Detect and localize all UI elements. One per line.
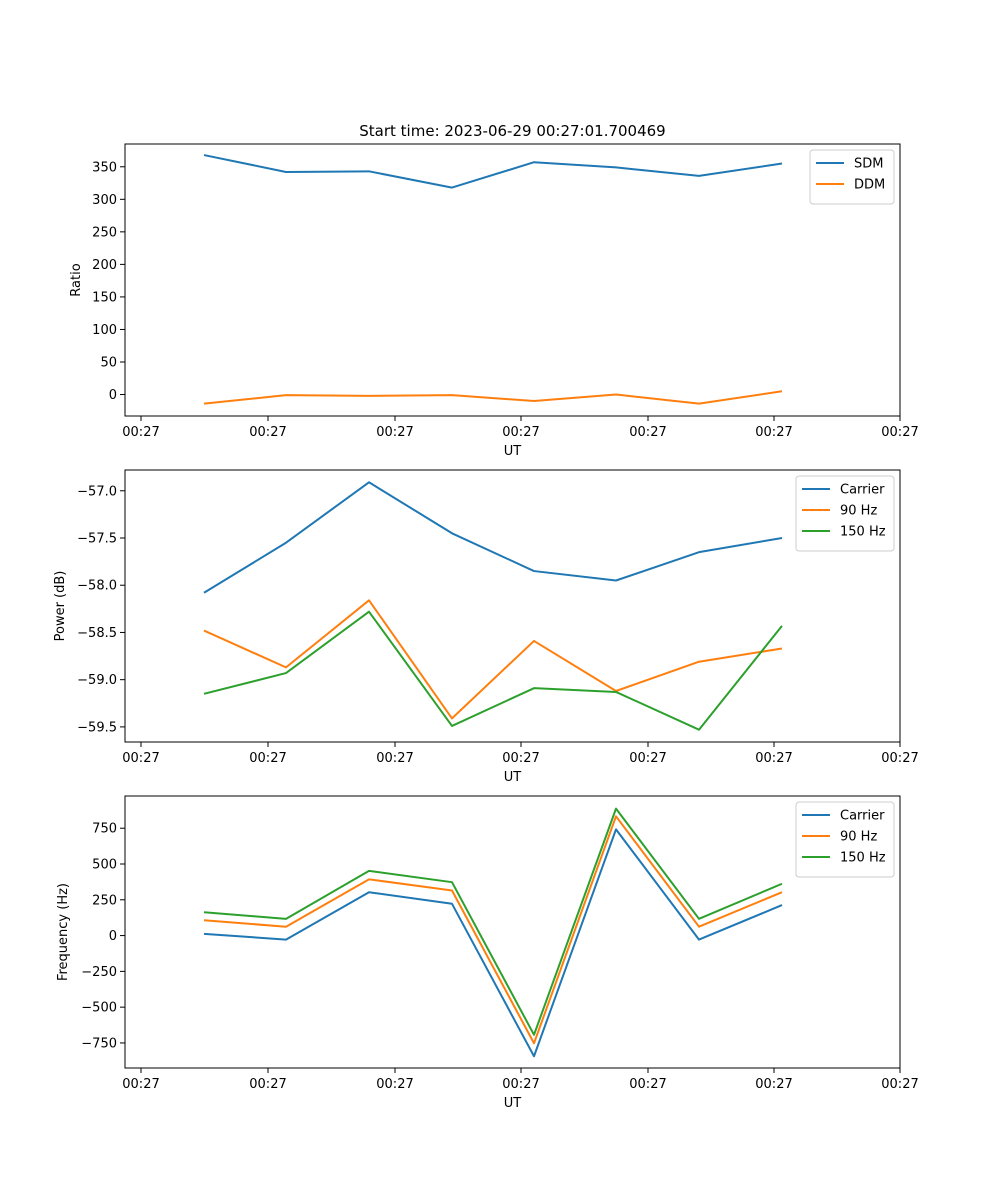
legend-box xyxy=(795,801,895,878)
legend-label: Carrier xyxy=(840,483,885,498)
legend-label: 150 Hz xyxy=(840,851,886,866)
y-tick-label: −750 xyxy=(81,1036,117,1051)
legend-label: 90 Hz xyxy=(840,830,877,845)
series-line-sdm xyxy=(203,154,783,189)
x-tick-label: 00:27 xyxy=(502,1077,539,1092)
legend-label: Carrier xyxy=(840,809,885,824)
x-tick-label: 00:27 xyxy=(122,425,159,440)
y-axis-label: Power (dB) xyxy=(53,571,68,642)
panel-2: 00:2700:2700:2700:2700:2700:2700:2700:28… xyxy=(53,469,919,785)
x-tick-label: 00:27 xyxy=(755,1077,792,1092)
y-tick-label: −57.0 xyxy=(77,484,117,499)
x-axis-label: UT xyxy=(504,444,522,459)
y-tick-label: −500 xyxy=(81,1001,117,1016)
y-tick-label: −58.0 xyxy=(77,579,117,594)
x-tick-label: 00:27 xyxy=(755,751,792,766)
y-tick-label: 0 xyxy=(109,929,117,944)
y-tick-label: 100 xyxy=(92,323,117,338)
x-tick-label: 00:27 xyxy=(629,425,666,440)
legend-label: DDM xyxy=(854,178,885,193)
series-line-carrier xyxy=(203,828,783,1058)
legend: Carrier 90 Hz 150 Hz xyxy=(795,801,895,878)
axes-frame xyxy=(124,469,901,743)
y-tick-label: 350 xyxy=(92,160,117,175)
axes-frame xyxy=(124,795,901,1069)
legend: Carrier 90 Hz 150 Hz xyxy=(795,475,895,552)
series-line-carrier xyxy=(203,481,783,594)
series-line-90-hz xyxy=(203,599,783,720)
x-tick-label: 00:27 xyxy=(249,1077,286,1092)
panel-1: 00:2700:2700:2700:2700:2700:2700:2700:28… xyxy=(69,143,919,459)
panels: 00:2700:2700:2700:2700:2700:2700:2700:28… xyxy=(53,143,919,1111)
x-axis-label: UT xyxy=(504,770,522,785)
panel-3: 00:2700:2700:2700:2700:2700:2700:2700:28… xyxy=(56,795,919,1111)
y-tick-label: −57.5 xyxy=(77,532,117,547)
legend-box xyxy=(795,475,895,552)
series-line-90-hz xyxy=(203,815,783,1045)
x-tick-label: 00:27 xyxy=(881,751,918,766)
legend-label: 90 Hz xyxy=(840,504,877,519)
legend: SDM DDM xyxy=(809,149,895,205)
x-tick-label: 00:27 xyxy=(376,1077,413,1092)
axes-frame xyxy=(124,143,901,417)
chart-title: Start time: 2023-06-29 00:27:01.700469 xyxy=(359,122,665,140)
series-line-150-hz xyxy=(203,610,783,731)
series-line-ddm xyxy=(203,390,783,405)
x-tick-label: 00:27 xyxy=(249,425,286,440)
series-line-150-hz xyxy=(203,807,783,1036)
y-tick-label: 250 xyxy=(92,893,117,908)
x-tick-label: 00:27 xyxy=(502,751,539,766)
y-tick-label: −59.5 xyxy=(77,720,117,735)
x-tick-label: 00:27 xyxy=(881,425,918,440)
y-tick-label: 300 xyxy=(92,193,117,208)
x-tick-label: 00:27 xyxy=(881,1077,918,1092)
x-tick-label: 00:27 xyxy=(122,751,159,766)
y-tick-label: 500 xyxy=(92,858,117,873)
y-tick-label: 0 xyxy=(109,388,117,403)
y-axis-label: Ratio xyxy=(69,263,84,296)
y-tick-label: 50 xyxy=(100,355,117,370)
y-tick-label: 250 xyxy=(92,225,117,240)
x-tick-label: 00:27 xyxy=(376,751,413,766)
x-tick-label: 00:27 xyxy=(629,1077,666,1092)
x-tick-label: 00:27 xyxy=(122,1077,159,1092)
x-tick-label: 00:27 xyxy=(376,425,413,440)
legend-label: 150 Hz xyxy=(840,525,886,540)
x-tick-label: 00:27 xyxy=(755,425,792,440)
y-tick-label: 150 xyxy=(92,290,117,305)
x-tick-label: 00:27 xyxy=(502,425,539,440)
y-tick-label: 200 xyxy=(92,258,117,273)
y-tick-label: 750 xyxy=(92,822,117,837)
x-tick-label: 00:27 xyxy=(629,751,666,766)
x-tick-label: 00:27 xyxy=(249,751,286,766)
x-axis-label: UT xyxy=(504,1096,522,1111)
y-axis-label: Frequency (Hz) xyxy=(56,883,71,981)
y-tick-label: −59.0 xyxy=(77,673,117,688)
y-tick-label: −250 xyxy=(81,965,117,980)
legend-label: SDM xyxy=(854,157,883,172)
y-tick-label: −58.5 xyxy=(77,626,117,641)
